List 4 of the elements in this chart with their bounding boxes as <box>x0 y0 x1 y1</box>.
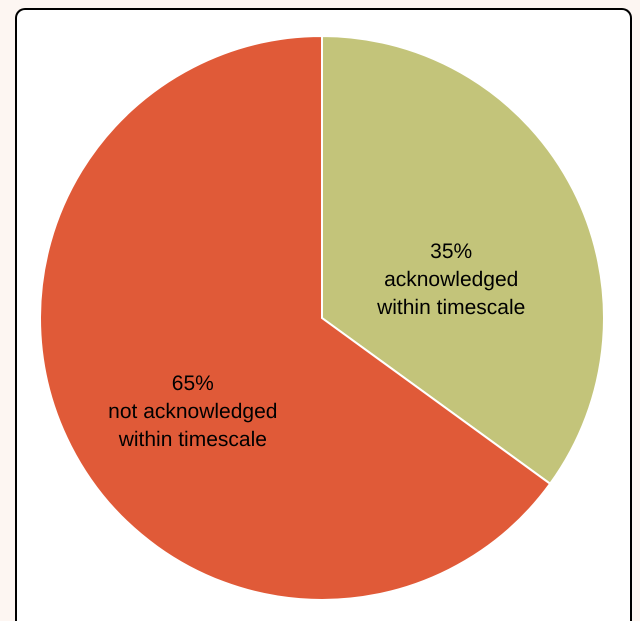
slice-label: acknowledged within timescale <box>376 268 526 320</box>
slice-label: not acknowledged within timescale <box>108 400 278 451</box>
data-label: 35% <box>430 240 472 264</box>
data-label: 65% <box>172 372 214 395</box>
